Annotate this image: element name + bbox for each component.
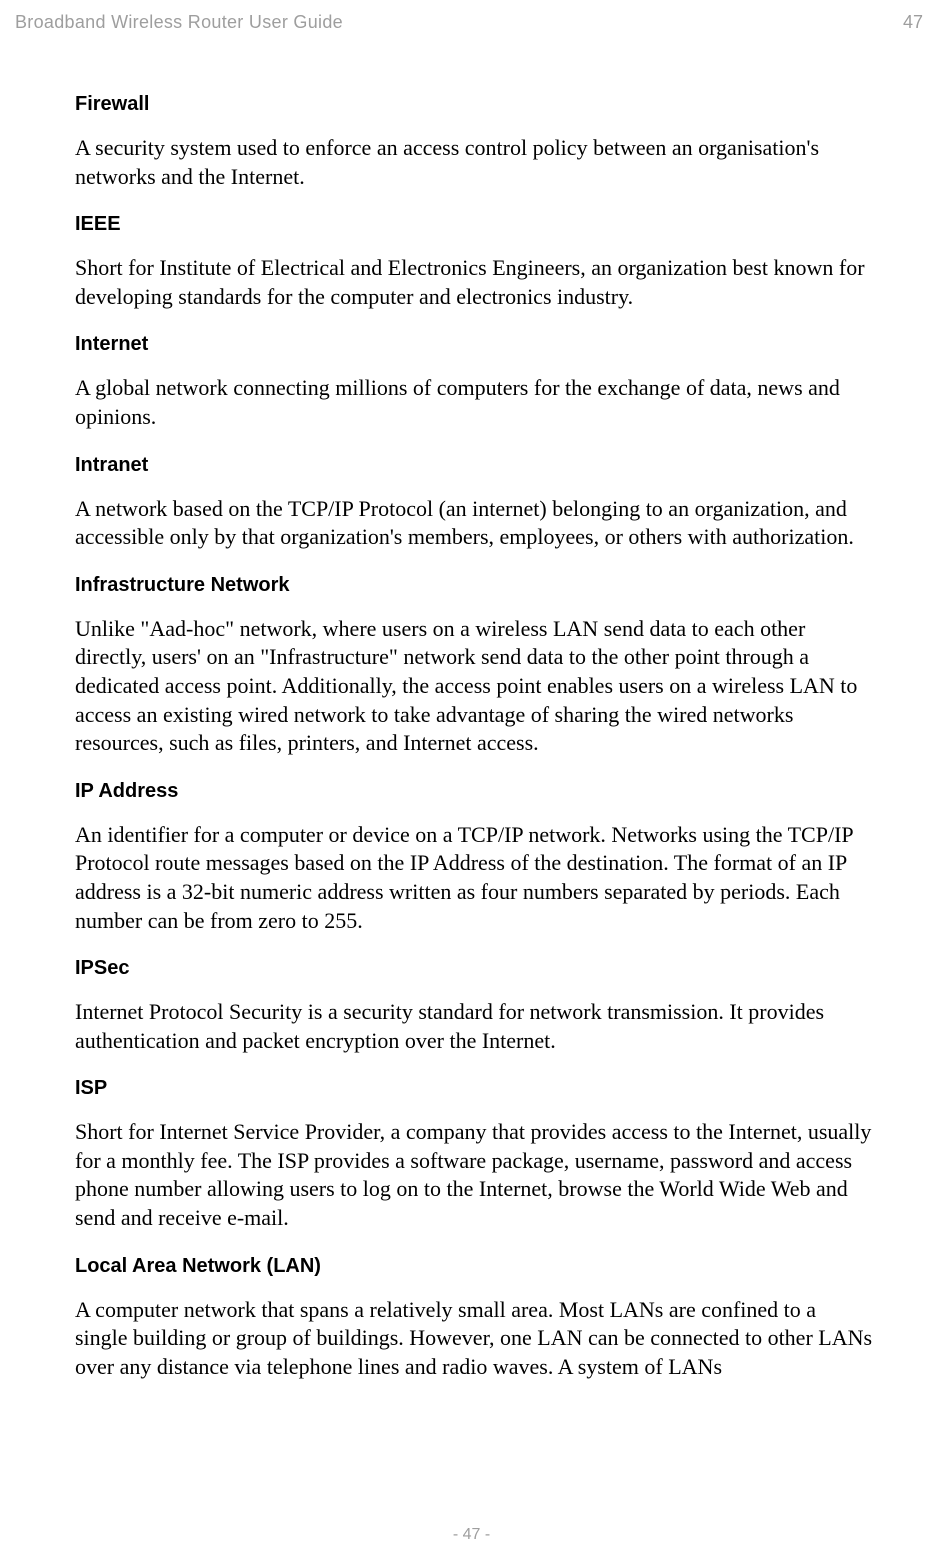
document-title: Broadband Wireless Router User Guide xyxy=(15,12,343,33)
page-number-bottom: - 47 - xyxy=(453,1526,490,1543)
glossary-term: IPSec xyxy=(75,957,873,980)
glossary-term: Firewall xyxy=(75,93,873,116)
glossary-definition: An identifier for a computer or device o… xyxy=(75,821,873,935)
glossary-term: ISP xyxy=(75,1077,873,1100)
glossary-term: Infrastructure Network xyxy=(75,574,873,597)
glossary-content: Firewall A security system used to enfor… xyxy=(0,33,943,1381)
glossary-definition: A computer network that spans a relative… xyxy=(75,1296,873,1382)
glossary-term: IP Address xyxy=(75,780,873,803)
glossary-definition: A network based on the TCP/IP Protocol (… xyxy=(75,495,873,552)
page-header: Broadband Wireless Router User Guide 47 xyxy=(0,0,943,33)
glossary-term: Intranet xyxy=(75,454,873,477)
glossary-definition: Internet Protocol Security is a security… xyxy=(75,998,873,1055)
page-footer: - 47 - xyxy=(0,1526,943,1544)
glossary-term: Internet xyxy=(75,333,873,356)
glossary-term: IEEE xyxy=(75,213,873,236)
glossary-definition: Short for Institute of Electrical and El… xyxy=(75,254,873,311)
glossary-definition: A security system used to enforce an acc… xyxy=(75,134,873,191)
glossary-definition: Short for Internet Service Provider, a c… xyxy=(75,1118,873,1232)
glossary-definition: A global network connecting millions of … xyxy=(75,374,873,431)
glossary-term: Local Area Network (LAN) xyxy=(75,1255,873,1278)
page-number-top: 47 xyxy=(903,12,923,33)
glossary-definition: Unlike "Aad-hoc" network, where users on… xyxy=(75,615,873,758)
